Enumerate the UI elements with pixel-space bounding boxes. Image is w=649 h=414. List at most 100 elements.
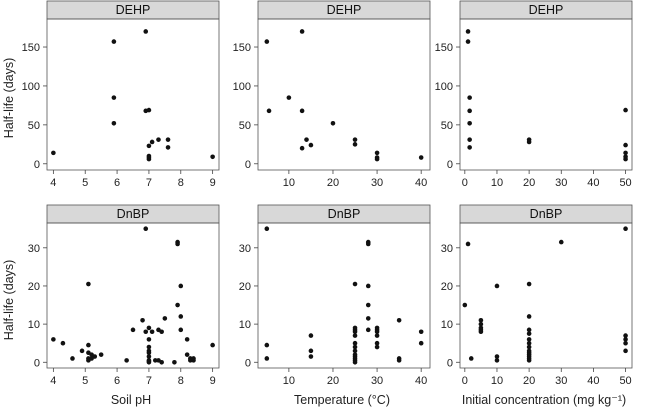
data-point [146, 358, 152, 364]
y-tick-label: 150 [435, 42, 453, 54]
data-point [159, 329, 164, 335]
data-point [178, 327, 184, 333]
data-point [184, 352, 190, 357]
data-point [266, 108, 272, 114]
data-point [623, 333, 628, 338]
data-point [143, 226, 149, 232]
data-point [352, 333, 358, 338]
data-point [558, 239, 564, 245]
data-point [494, 358, 500, 363]
x-tick-label: 7 [146, 375, 152, 387]
data-point [465, 241, 471, 247]
data-point [162, 316, 168, 321]
data-point [623, 156, 628, 162]
data-point [92, 354, 98, 359]
panel-title: DnBP [328, 207, 361, 221]
data-point [51, 337, 56, 342]
data-point [467, 120, 472, 126]
data-point [526, 314, 532, 319]
panel-title: DEHP [116, 3, 151, 17]
y-tick-label: 100 [22, 81, 40, 93]
x-tick-label: 5 [82, 375, 88, 387]
data-point [352, 344, 358, 350]
data-point [146, 344, 152, 350]
y-tick-label: 20 [441, 281, 453, 293]
y-tick-label: 30 [239, 243, 251, 255]
data-point [191, 356, 196, 361]
data-point [478, 321, 484, 327]
data-point [111, 120, 117, 126]
data-point [165, 145, 171, 150]
y-tick-label: 0 [34, 159, 40, 171]
panel-title: DnBP [530, 207, 563, 221]
x-tick-label: 4 [50, 375, 56, 387]
data-point [365, 327, 371, 333]
data-point [365, 283, 371, 289]
data-point [494, 283, 500, 289]
data-point [79, 348, 85, 354]
data-point [352, 340, 358, 346]
data-point [146, 143, 152, 149]
data-point [352, 348, 358, 354]
plot-frame [257, 222, 431, 369]
data-point [374, 340, 380, 346]
data-point [98, 352, 104, 357]
data-point [623, 150, 628, 156]
plot-frame [459, 222, 633, 369]
plot-frame [46, 222, 220, 369]
data-point [60, 340, 66, 346]
data-point [210, 154, 215, 160]
y-tick-label: 0 [34, 357, 40, 369]
x-tick-label: 50 [619, 375, 631, 387]
data-point [111, 39, 117, 44]
data-point [86, 342, 91, 348]
y-tick-label: 100 [435, 81, 453, 93]
x-tick-label: 30 [555, 375, 567, 387]
panel-title: DEHP [327, 3, 362, 17]
y-tick-label: 50 [28, 120, 40, 132]
y-tick-label: 150 [22, 42, 40, 54]
panel-dehp-conc: DEHP 0 50 100 150 0 10 20 30 40 50 [435, 0, 633, 189]
x-tick-label: 6 [114, 177, 120, 189]
x-tick-label: 40 [415, 177, 427, 189]
x-tick-label: 50 [619, 177, 631, 189]
data-point [308, 354, 314, 359]
data-point [130, 327, 136, 333]
data-point [526, 139, 532, 145]
x-tick-label: 8 [178, 177, 184, 189]
x-tick-label: 20 [327, 375, 339, 387]
data-point [308, 333, 314, 338]
data-point [526, 327, 532, 333]
panel-dnbp-ph: DnBP 0 10 20 30 4 5 6 7 8 9 [28, 204, 220, 387]
data-point [264, 226, 270, 232]
data-point [467, 108, 472, 114]
x-tick-label: 30 [555, 177, 567, 189]
data-point [178, 314, 184, 319]
data-point [396, 318, 402, 323]
data-point [178, 283, 184, 289]
panel-title: DEHP [529, 3, 564, 17]
data-point [264, 356, 270, 361]
data-point [146, 337, 152, 342]
data-point [143, 329, 149, 335]
data-point [264, 342, 270, 348]
x-tick-label: 10 [491, 177, 503, 189]
data-point [526, 281, 532, 287]
y-tick-label: 0 [447, 159, 453, 171]
data-point [418, 340, 424, 346]
data-point [374, 329, 380, 335]
y-tick-label: 30 [441, 243, 453, 255]
data-point [418, 329, 424, 335]
data-point [286, 95, 292, 100]
data-point [374, 150, 380, 156]
panel-dehp-temp: DEHP 0 50 100 150 10 20 30 40 [233, 0, 431, 189]
data-point [623, 142, 628, 148]
y-tick-label: 0 [245, 159, 251, 171]
data-point [526, 344, 532, 350]
y-tick-label: 20 [239, 281, 251, 293]
data-point [623, 107, 628, 113]
data-point [299, 145, 305, 151]
x-tick-label: 10 [283, 177, 295, 189]
x-tick-label: 6 [114, 375, 120, 387]
data-point [352, 359, 358, 365]
